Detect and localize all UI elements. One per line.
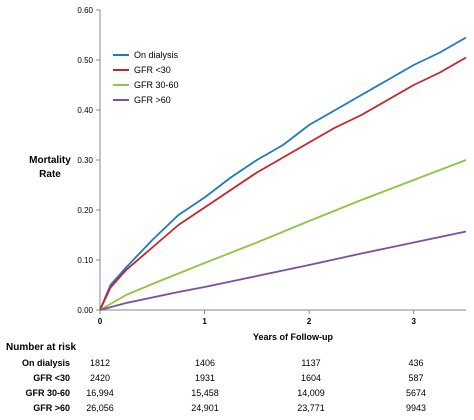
x-tick-label: 2 (307, 317, 312, 326)
x-axis-label: Years of Follow-up (253, 332, 334, 342)
risk-table-title: Number at risk (6, 342, 77, 353)
risk-value-cell: 26,056 (86, 403, 114, 413)
y-tick-label: 0.40 (77, 106, 93, 115)
risk-value-cell: 1406 (194, 358, 216, 368)
risk-value-cell: 2420 (89, 373, 111, 383)
y-tick-label: 0.30 (77, 156, 93, 165)
risk-row-label: On dialysis (21, 358, 70, 368)
risk-table-row: GFR >60 26,056 24,901 23,771 9943 (0, 403, 474, 419)
risk-row-label: GFR <30 (33, 373, 70, 383)
risk-value-cell: 14,009 (297, 388, 325, 398)
number-at-risk-table: Number at risk On dialysis 1812 1406 1137 43… (0, 342, 474, 420)
y-tick-label: 0.00 (77, 306, 93, 315)
series-line-gfr-60 (99, 230, 467, 311)
risk-value-cell: 1812 (89, 358, 111, 368)
y-tick-label: 0.10 (77, 256, 93, 265)
x-tick-label: 1 (202, 317, 207, 326)
risk-value-cell: 436 (408, 358, 424, 368)
risk-value-cell: 23,771 (297, 403, 325, 413)
y-tick-label: 0.20 (77, 206, 93, 215)
risk-table-row: On dialysis 1812 1406 1137 436 (0, 358, 474, 374)
risk-table-row: GFR 30-60 16,994 15,458 14,009 5674 (0, 388, 474, 404)
legend-label: GFR 30-60 (134, 80, 179, 90)
legend: On dialysis GFR <30 GFR 30-60 GFR >60 (113, 50, 179, 105)
risk-row-label: GFR >60 (33, 403, 70, 413)
risk-value-cell: 1137 (301, 358, 321, 368)
risk-value-cell: 1931 (194, 373, 216, 383)
risk-row-label: GFR 30-60 (25, 388, 70, 398)
series-line-on-dialysis (99, 36, 467, 311)
risk-value-cell: 9943 (405, 403, 427, 413)
risk-value-cell: 587 (408, 373, 424, 383)
risk-value-cell: 1604 (300, 373, 322, 383)
legend-label: On dialysis (134, 50, 179, 60)
y-axis-label: Mortality (29, 155, 71, 166)
y-tick-label: 0.60 (77, 6, 93, 15)
legend-label: GFR >60 (134, 95, 171, 105)
y-axis-label: Rate (39, 169, 61, 180)
series-line-gfr-30 (99, 56, 467, 311)
x-tick-label: 0 (98, 317, 103, 326)
mortality-chart: 0.00 0.10 0.20 0.30 0.40 0.50 0.60 0 1 2 3 Mortalit… (29, 6, 467, 342)
risk-value-cell: 5674 (405, 388, 427, 398)
legend-label: GFR <30 (134, 65, 171, 75)
x-tick-label: 3 (411, 317, 416, 326)
risk-table-row: GFR <30 2420 1931 1604 587 (0, 373, 474, 389)
risk-value-cell: 24,901 (191, 403, 219, 413)
y-tick-label: 0.50 (77, 56, 93, 65)
series-line-gfr-30-60 (99, 159, 467, 311)
risk-value-cell: 15,458 (191, 388, 219, 398)
risk-value-cell: 16,994 (86, 388, 114, 398)
